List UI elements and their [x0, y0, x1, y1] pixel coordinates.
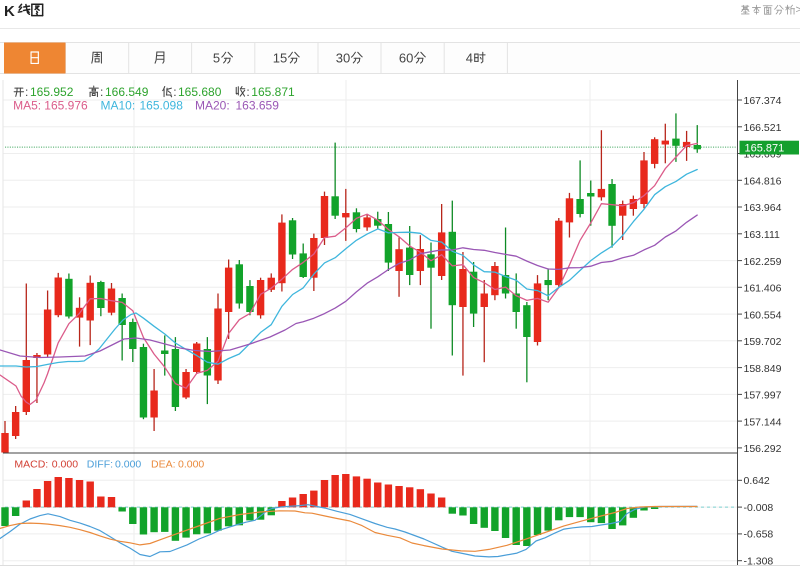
svg-text:157.144: 157.144 [744, 416, 782, 428]
svg-text:165.680: 165.680 [178, 85, 222, 99]
svg-text:162.259: 162.259 [744, 256, 782, 268]
svg-text::: : [173, 85, 176, 99]
svg-text:15: 15 [273, 51, 287, 66]
svg-text:DEA:: DEA: [151, 459, 176, 471]
svg-text:>: > [796, 4, 800, 16]
svg-text:MACD:: MACD: [14, 459, 48, 471]
svg-text:60: 60 [399, 51, 413, 66]
svg-text:0.642: 0.642 [744, 475, 770, 487]
svg-text:156.292: 156.292 [744, 443, 782, 455]
svg-text:166.549: 166.549 [105, 85, 149, 99]
svg-text:DIFF:: DIFF: [87, 459, 113, 471]
svg-text:K: K [4, 3, 15, 20]
svg-text:0.000: 0.000 [52, 459, 78, 471]
svg-text:-0.008: -0.008 [744, 502, 774, 514]
svg-text:167.374: 167.374 [744, 95, 782, 107]
svg-text:164.816: 164.816 [744, 176, 782, 188]
svg-text:163.111: 163.111 [744, 229, 781, 241]
svg-text:160.554: 160.554 [744, 309, 782, 321]
svg-text:165.952: 165.952 [30, 85, 74, 99]
svg-text:158.849: 158.849 [744, 363, 782, 375]
svg-text:-0.658: -0.658 [744, 529, 774, 541]
svg-text::: : [25, 85, 28, 99]
svg-text:MA20:: MA20: [195, 99, 230, 113]
svg-text:161.406: 161.406 [744, 283, 782, 295]
svg-text:165.098: 165.098 [140, 99, 184, 113]
svg-text:MA10:: MA10: [101, 99, 136, 113]
svg-text:-1.308: -1.308 [744, 556, 774, 567]
svg-text:165.871: 165.871 [745, 143, 785, 155]
svg-text:166.521: 166.521 [744, 122, 782, 134]
svg-text:163.964: 163.964 [744, 202, 782, 214]
svg-text:4: 4 [466, 51, 473, 66]
svg-text:163.659: 163.659 [236, 99, 280, 113]
svg-text::: : [246, 85, 249, 99]
svg-text:0.000: 0.000 [115, 459, 141, 471]
svg-text:5: 5 [213, 51, 220, 66]
svg-text:165.976: 165.976 [44, 99, 88, 113]
svg-text:30: 30 [336, 51, 350, 66]
svg-text:0.000: 0.000 [178, 459, 204, 471]
svg-text:159.702: 159.702 [744, 336, 782, 348]
svg-text::: : [100, 85, 103, 99]
svg-text:MA5:: MA5: [13, 99, 41, 113]
svg-text:157.997: 157.997 [744, 390, 782, 402]
svg-text:165.871: 165.871 [251, 85, 295, 99]
